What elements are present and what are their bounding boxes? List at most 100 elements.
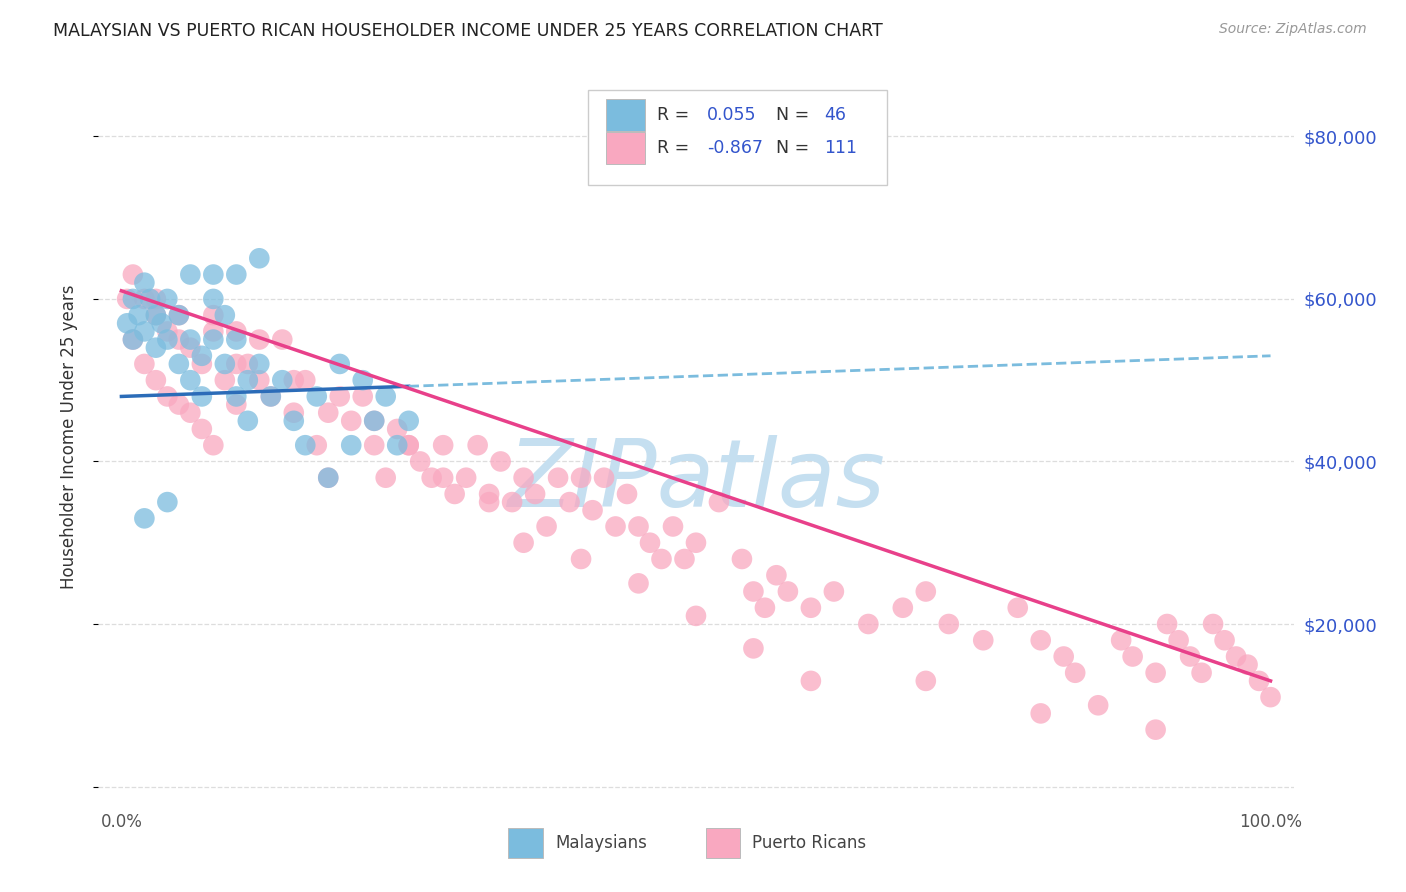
Point [134,276,156,290]
Text: MALAYSIAN VS PUERTO RICAN HOUSEHOLDER INCOME UNDER 25 YEARS CORRELATION CHART: MALAYSIAN VS PUERTO RICAN HOUSEHOLDER IN… [53,22,883,40]
Point [891,600,914,615]
Point [524,487,547,501]
Point [115,292,138,306]
Point [823,584,845,599]
Point [1087,698,1109,713]
Point [225,398,247,412]
Point [650,552,672,566]
Point [581,503,603,517]
Point [191,389,214,403]
Point [167,357,190,371]
Point [214,357,236,371]
Point [134,292,156,306]
Point [283,406,305,420]
Point [1178,649,1201,664]
Point [593,471,616,485]
Point [329,357,352,371]
Point [1029,706,1052,721]
Text: R =: R = [657,106,695,124]
Point [374,389,396,403]
FancyBboxPatch shape [589,90,887,185]
Point [1122,649,1144,664]
Point [385,422,409,436]
Point [800,673,823,688]
Point [363,414,385,428]
Point [662,519,685,533]
Point [122,333,145,347]
Point [179,406,201,420]
Point [1247,673,1270,688]
Point [340,414,363,428]
Point [374,471,396,485]
Point [271,373,294,387]
Text: R =: R = [657,139,695,157]
Point [145,373,167,387]
Point [1260,690,1282,705]
Point [156,389,179,403]
Point [294,373,316,387]
Point [363,414,385,428]
FancyBboxPatch shape [606,132,644,164]
Point [432,471,454,485]
Point [432,438,454,452]
Point [179,333,201,347]
Y-axis label: Householder Income Under 25 years: Householder Income Under 25 years [59,285,77,590]
Point [858,617,880,632]
Point [352,389,374,403]
Point [409,454,432,468]
Point [569,471,592,485]
FancyBboxPatch shape [606,99,644,131]
FancyBboxPatch shape [706,828,740,858]
Text: 111: 111 [824,139,856,157]
Text: Source: ZipAtlas.com: Source: ZipAtlas.com [1219,22,1367,37]
Point [283,414,305,428]
Point [512,535,534,549]
Point [558,495,581,509]
Point [167,398,190,412]
Point [456,471,478,485]
Point [122,333,145,347]
Point [145,308,167,322]
Point [673,552,696,566]
Point [202,438,225,452]
Point [352,373,374,387]
Point [128,308,150,322]
Point [260,389,283,403]
Point [145,292,167,306]
Point [236,414,259,428]
Point [156,333,179,347]
Point [167,308,190,322]
Point [398,438,420,452]
Text: 0.055: 0.055 [707,106,756,124]
Point [1213,633,1236,648]
Point [1236,657,1258,672]
Point [385,438,409,452]
Point [260,389,283,403]
Point [247,373,270,387]
Point [134,357,156,371]
Point [478,487,501,501]
Point [191,349,214,363]
Point [225,268,247,282]
Point [1191,665,1213,680]
Point [202,333,225,347]
Point [294,438,316,452]
Point [616,487,638,501]
Point [236,357,259,371]
Point [489,454,512,468]
Point [247,357,270,371]
Point [167,308,190,322]
Point [754,600,776,615]
Point [225,389,247,403]
Text: -0.867: -0.867 [707,139,762,157]
Text: N =: N = [776,106,815,124]
Point [1144,723,1167,737]
Point [329,389,352,403]
Point [115,316,138,330]
Point [914,673,936,688]
Point [914,584,936,599]
Point [536,519,558,533]
Point [547,471,569,485]
Point [638,535,661,549]
Point [202,268,225,282]
